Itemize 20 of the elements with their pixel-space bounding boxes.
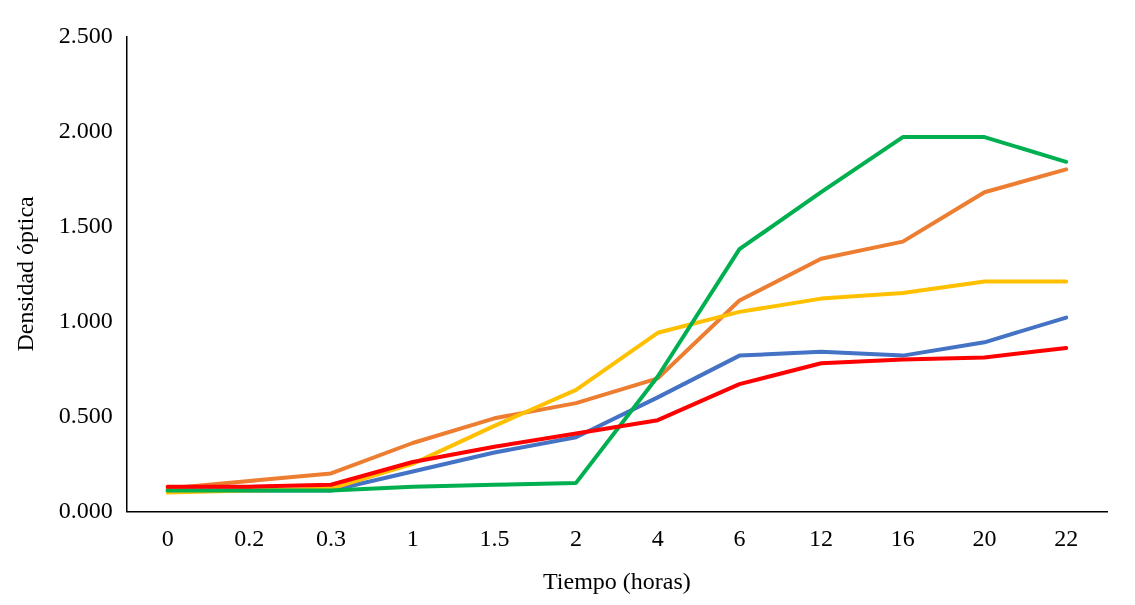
x-tick-label: 22 — [1054, 525, 1079, 552]
x-tick-label: 2 — [570, 525, 583, 552]
y-tick-label: 1.500 — [58, 211, 113, 238]
x-tick-label: 0.3 — [316, 525, 347, 552]
x-tick-label: 0 — [161, 525, 174, 552]
x-tick-label: 0.2 — [234, 525, 265, 552]
x-tick-label: 20 — [972, 525, 997, 552]
y-tick-label: 0.500 — [58, 401, 113, 428]
x-tick-label: 1.5 — [479, 525, 510, 552]
x-tick-label: 12 — [809, 525, 834, 552]
x-tick-label: 1 — [406, 525, 419, 552]
y-tick-label: 1.000 — [58, 306, 113, 333]
x-tick-label: 4 — [651, 525, 664, 552]
x-tick-label: 6 — [733, 525, 746, 552]
y-tick-label: 2.500 — [58, 21, 113, 48]
x-axis-title: Tiempo (horas) — [543, 567, 691, 594]
y-tick-label: 0.000 — [58, 496, 113, 523]
y-axis-title: Densidad óptica — [11, 195, 38, 352]
y-tick-label: 2.000 — [58, 116, 113, 143]
x-tick-label: 16 — [890, 525, 915, 552]
